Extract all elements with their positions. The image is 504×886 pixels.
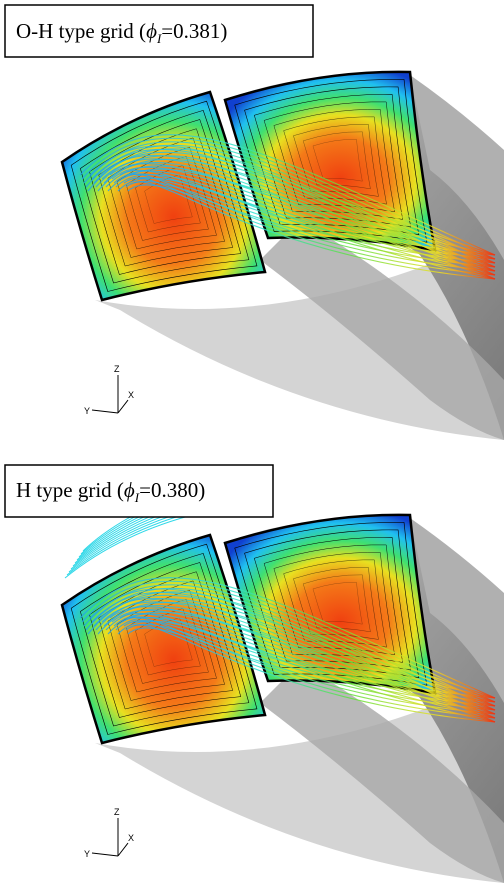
- axis-triad: [92, 375, 128, 413]
- caption-part: ϕ: [146, 19, 157, 43]
- axis-label: Z: [114, 807, 120, 817]
- caption-part: H type grid (: [16, 478, 124, 502]
- axis-label: Z: [114, 364, 120, 374]
- panel: Z Y X H type grid (ϕI=0.380): [5, 465, 504, 883]
- axis-label: Y: [84, 406, 90, 416]
- caption: H type grid (ϕI=0.380): [16, 478, 205, 505]
- caption: O-H type grid (ϕI=0.381): [16, 19, 227, 46]
- figure: Z Y X O-H type grid (ϕI=0.381) Z Y X H type gr…: [0, 0, 504, 886]
- axis-label: X: [128, 390, 134, 400]
- caption-part: =0.380): [139, 478, 205, 502]
- axis-label: X: [128, 833, 134, 843]
- axis-triad: [92, 818, 128, 856]
- caption-part: =0.381): [161, 19, 227, 43]
- panel: Z Y X O-H type grid (ϕI=0.381): [5, 5, 504, 440]
- caption-part: O-H type grid (: [16, 19, 146, 43]
- axis-label: Y: [84, 849, 90, 859]
- caption-part: ϕ: [124, 478, 135, 502]
